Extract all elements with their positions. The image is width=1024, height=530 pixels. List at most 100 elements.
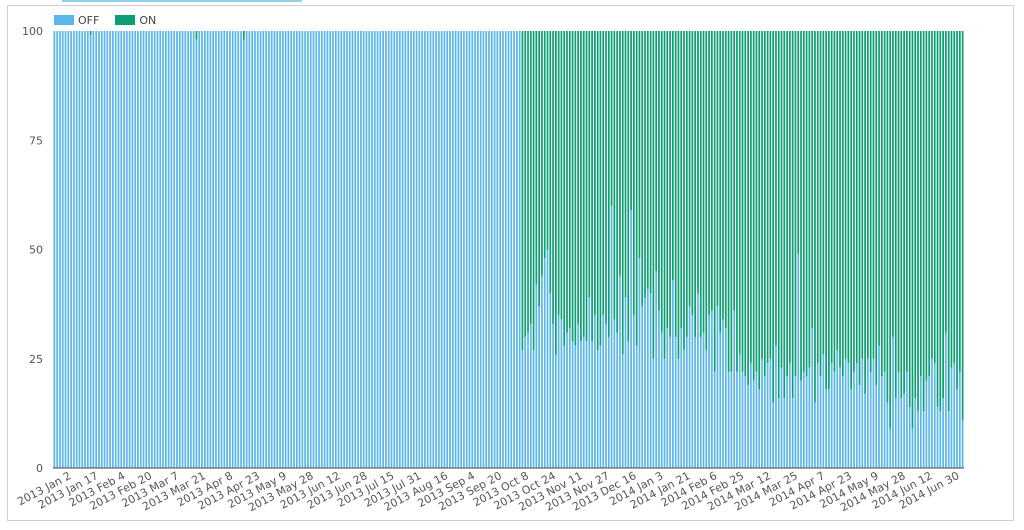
bar-off [351, 31, 354, 468]
bar-on [931, 31, 933, 359]
bar-on [674, 31, 677, 337]
bar-off [212, 31, 215, 468]
bar-off [488, 31, 490, 468]
bar-off [98, 31, 100, 468]
bar-on [908, 31, 911, 407]
bar-on [613, 31, 616, 320]
bar-off [75, 31, 78, 468]
bar-on [766, 31, 769, 364]
bar-off [86, 31, 89, 468]
bar-off [463, 31, 465, 468]
bar-off [797, 253, 800, 468]
bar-off [836, 350, 839, 468]
bar-off [847, 363, 850, 468]
bar-on [627, 31, 630, 342]
bar-off [521, 350, 524, 468]
legend-item-off[interactable]: OFF [54, 14, 99, 27]
bar-off [911, 428, 914, 468]
bar-off [925, 380, 928, 468]
bar-on [814, 31, 816, 403]
bar-off [844, 358, 847, 468]
bar-off [644, 297, 646, 468]
bar-off [875, 384, 878, 468]
bar-off [515, 31, 518, 468]
y-tick-label: 100 [22, 25, 43, 38]
bar-off [304, 31, 306, 468]
bar-off [627, 341, 630, 468]
bar-on [724, 31, 727, 329]
bar-on [956, 31, 958, 390]
bar-on [914, 31, 917, 399]
bar-on [763, 31, 766, 377]
bar-off [387, 31, 390, 468]
bar-off [131, 31, 134, 468]
bar-off [192, 31, 195, 468]
bar-on [752, 31, 755, 381]
bar-off [897, 371, 900, 468]
bar-on [599, 31, 602, 346]
bar-on [961, 31, 964, 420]
bar-on [543, 31, 546, 259]
bar-off [337, 31, 340, 468]
bar-off [56, 31, 59, 468]
bar-off [958, 371, 961, 468]
bar-on [900, 31, 903, 399]
bar-off [833, 371, 836, 468]
bar-off [775, 345, 777, 468]
bar-on [719, 31, 722, 333]
bar-off [688, 306, 691, 468]
bar-off [187, 31, 189, 468]
bar-off [332, 31, 334, 468]
bar-on [638, 31, 641, 259]
bar-on [669, 31, 671, 337]
bar-on [886, 31, 889, 403]
bar-on [833, 31, 836, 372]
bar-on [195, 31, 198, 40]
bar-on [939, 31, 942, 412]
bar-off [84, 31, 86, 468]
bar-on [557, 31, 560, 316]
bar-on [819, 31, 822, 377]
bar-off [669, 336, 671, 468]
bar-off [552, 323, 554, 468]
bar-on [780, 31, 783, 368]
bar-off [886, 402, 889, 468]
bar-off [164, 31, 167, 468]
bar-off [917, 411, 919, 468]
bar-off [173, 31, 176, 468]
bar-on [903, 31, 905, 394]
bar-off [908, 406, 911, 468]
bar-off [708, 315, 710, 468]
bar-off [582, 336, 585, 468]
bar-on [699, 31, 702, 337]
bar-on [646, 31, 649, 289]
bar-off [95, 31, 98, 468]
bar-on [928, 31, 931, 377]
bar-on [861, 31, 864, 359]
bar-off [719, 332, 722, 468]
bar-off [220, 31, 223, 468]
bar-on [942, 31, 944, 399]
bar-off [437, 31, 440, 468]
chart-legend: OFF ON [54, 13, 156, 27]
bar-off [507, 31, 510, 468]
bar-off [814, 402, 816, 468]
bar-on [658, 31, 660, 311]
bar-off [889, 428, 892, 468]
bar-on [713, 31, 716, 372]
bar-off [117, 31, 120, 468]
bar-off [822, 354, 825, 468]
bar-off [268, 31, 270, 468]
bar-off [167, 31, 170, 468]
bar-off [226, 31, 228, 468]
bar-off [424, 31, 426, 468]
bar-on [568, 31, 571, 329]
bar-on [839, 31, 841, 368]
bar-off [362, 31, 365, 468]
bar-off [883, 371, 886, 468]
bar-off [125, 31, 128, 468]
bar-off [532, 350, 535, 468]
bar-off [100, 31, 103, 468]
bar-on [588, 31, 591, 298]
legend-item-on[interactable]: ON [115, 14, 156, 27]
